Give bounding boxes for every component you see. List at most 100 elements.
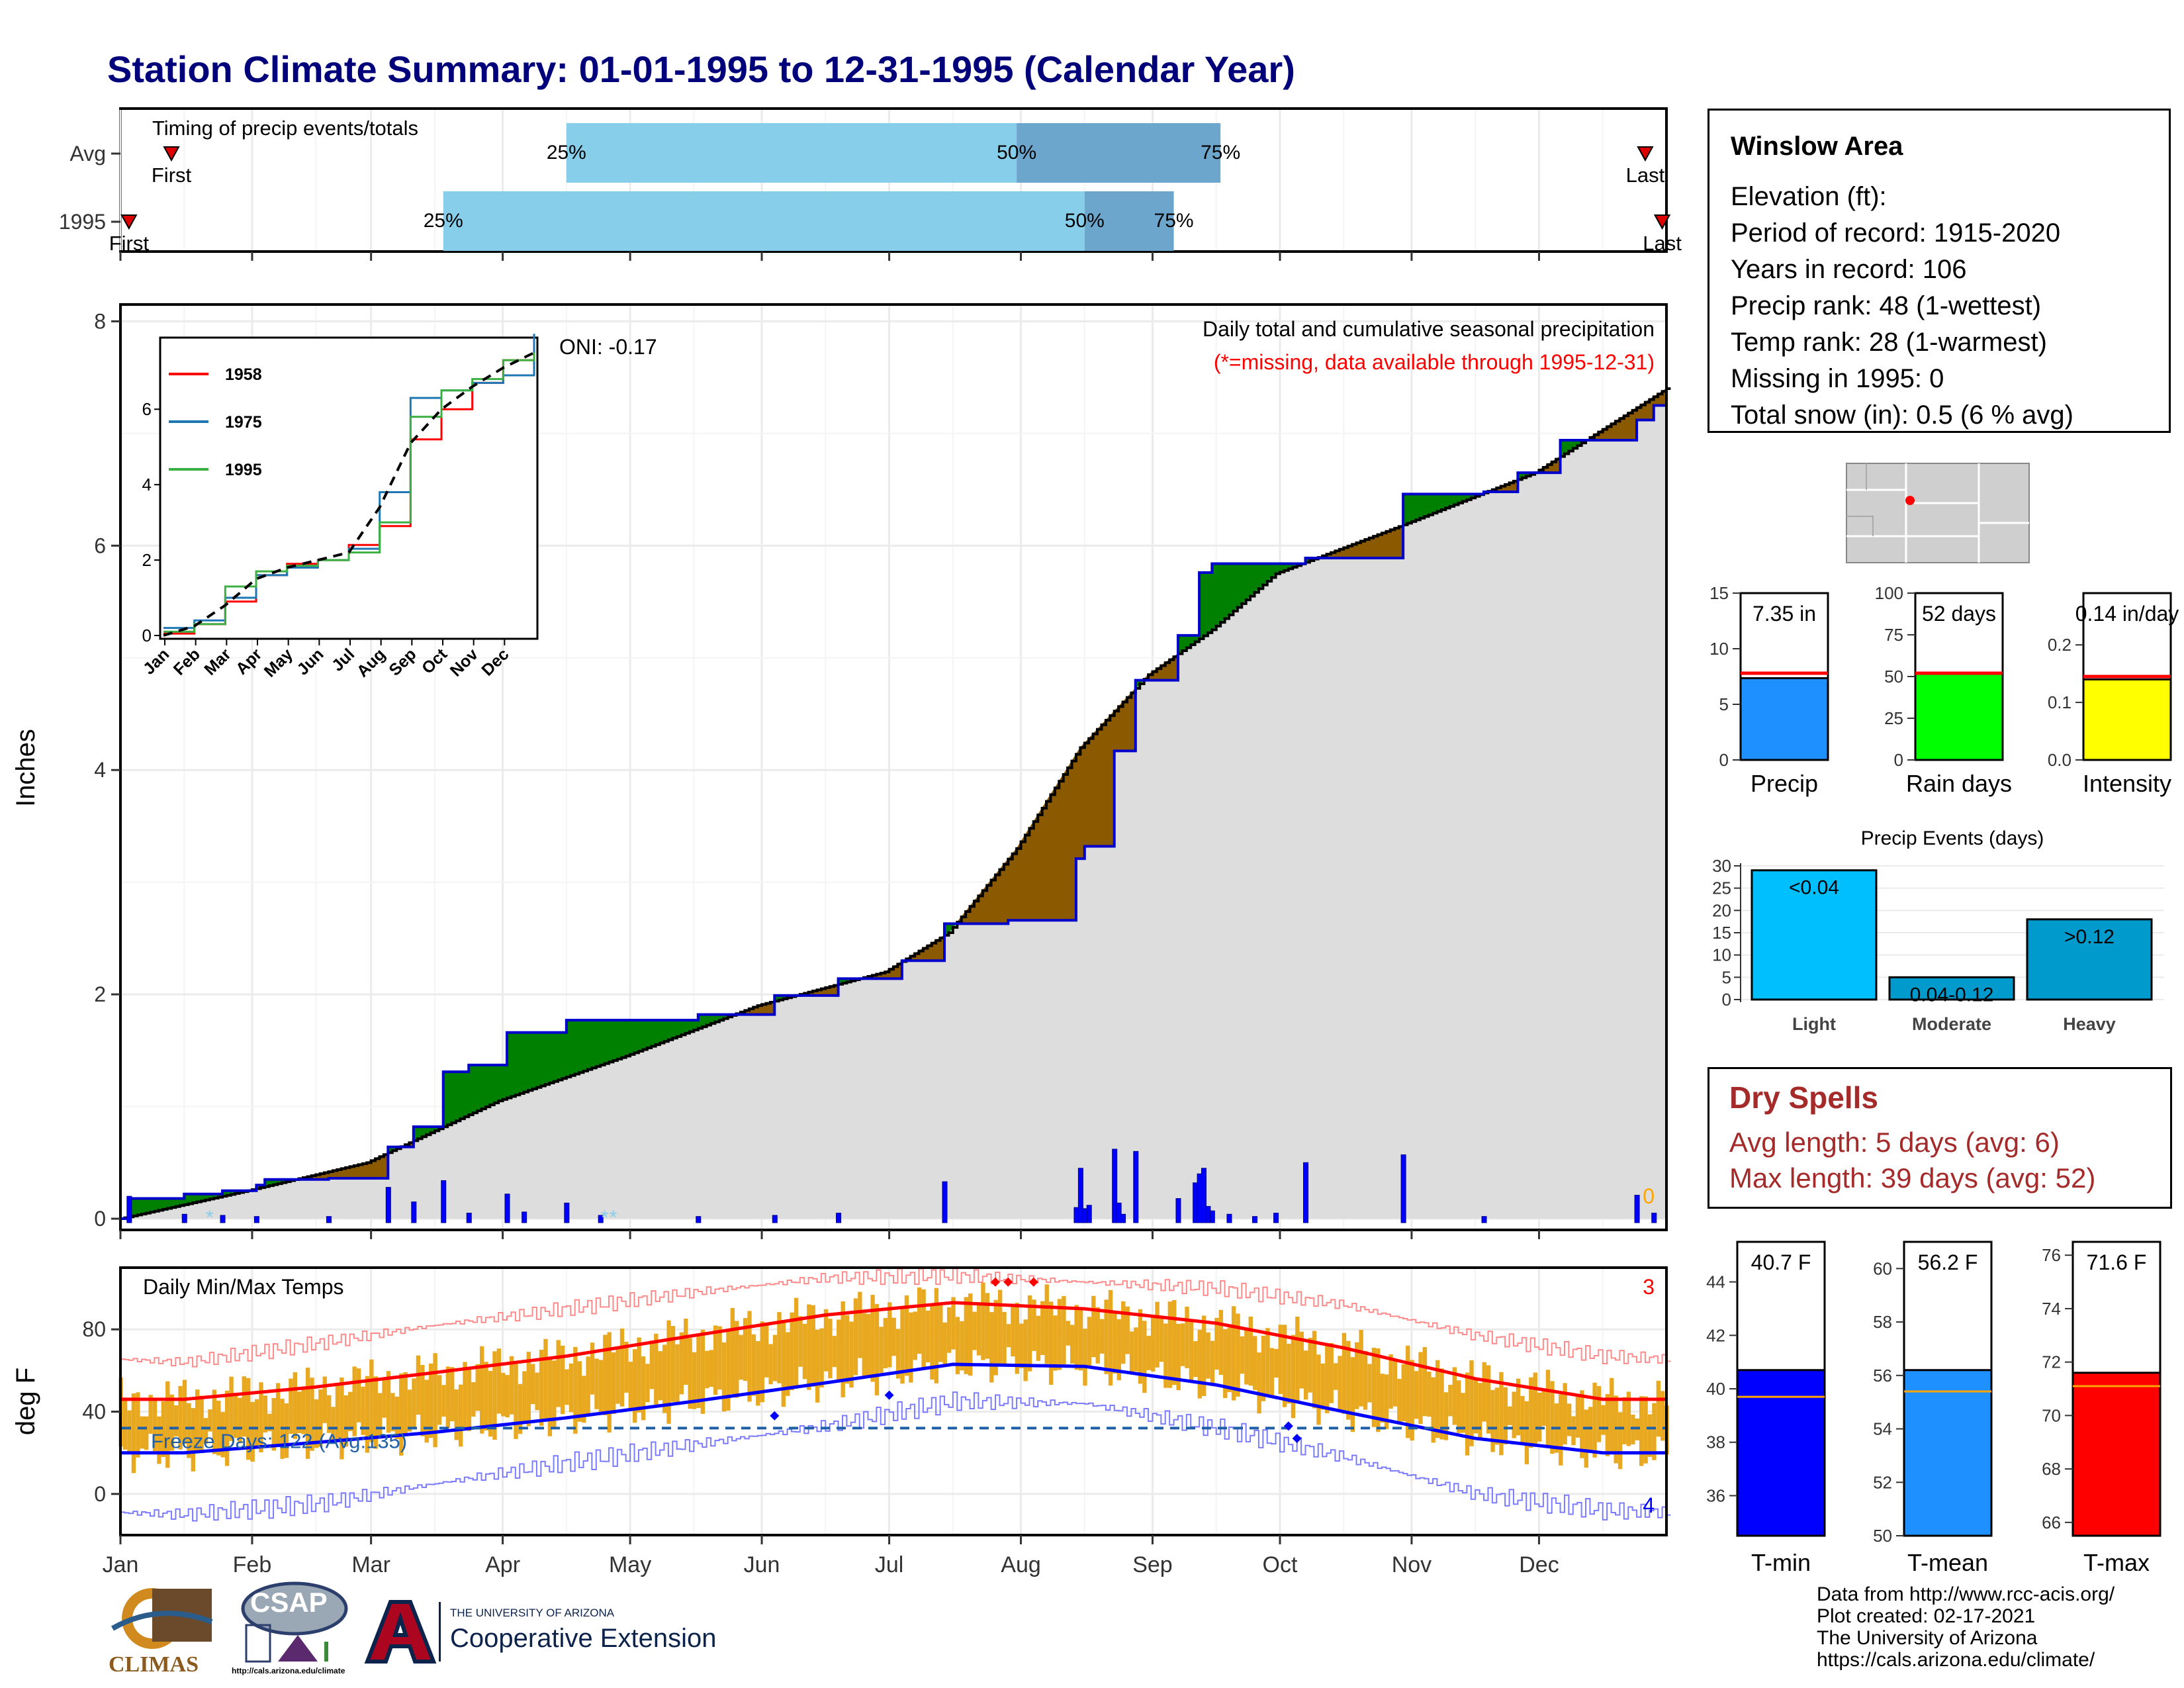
below-normal-area [1067, 759, 1073, 921]
daily-temp-bar [972, 1311, 977, 1350]
record-high-line [120, 1268, 1671, 1368]
daily-temp-bar [1320, 1363, 1326, 1410]
x-tick-label: Dec [1519, 1552, 1559, 1577]
above-normal-area [1207, 572, 1212, 633]
x-tick-label: Oct [1263, 1552, 1298, 1577]
daily-temp-bar [271, 1397, 276, 1451]
daily-temp-bar [1371, 1348, 1377, 1427]
daily-temp-bar [1639, 1396, 1644, 1466]
daily-temp-bar [254, 1399, 259, 1448]
footer-line: Data from http://www.rcc-acis.org/ [1817, 1583, 2115, 1605]
precip-panel: * * *Daily total and cumulative seasonal p… [11, 252, 1671, 1239]
timing-label-25: 25% [424, 210, 463, 232]
daily-temp-bar [1308, 1337, 1312, 1393]
daily-temp-bar [526, 1352, 531, 1427]
gauge-category-label: Precip [1751, 770, 1818, 797]
daily-temp-bar [1512, 1391, 1516, 1438]
daily-temp-bar [1533, 1372, 1537, 1446]
daily-precip-bar [1116, 1202, 1122, 1223]
daily-temp-bar [1074, 1305, 1079, 1370]
daily-precip-bar [1077, 1168, 1083, 1223]
daily-precip-bar [1086, 1205, 1092, 1223]
daily-temp-bar [560, 1345, 565, 1415]
daily-temp-bar [1516, 1378, 1521, 1436]
daily-temp-bar [1622, 1397, 1627, 1444]
daily-temp-bar [858, 1291, 862, 1358]
dry-spells-title: Dry Spells [1729, 1080, 1878, 1115]
gauge-bar [1739, 677, 1829, 761]
daily-temp-bar [1104, 1299, 1109, 1374]
daily-temp-bar [1499, 1372, 1504, 1456]
gauge-tick-label: 60 [1873, 1258, 1892, 1278]
inset-legend-label: 1958 [225, 365, 262, 384]
daily-temp-bar [582, 1376, 586, 1423]
below-normal-area [1028, 820, 1034, 921]
daily-temp-bar [1626, 1391, 1631, 1446]
gauge-bar [2082, 678, 2172, 761]
daily-temp-bar [259, 1382, 263, 1452]
daily-temp-bar [1541, 1389, 1546, 1426]
daily-temp-bar [904, 1295, 909, 1376]
daily-temp-bar [1329, 1342, 1334, 1403]
above-normal-area [629, 1019, 635, 1055]
events-title: Precip Events (days) [1861, 827, 2044, 849]
daily-temp-bar [594, 1358, 599, 1409]
daily-precip-bar [326, 1216, 332, 1223]
daily-temp-bar [169, 1394, 174, 1451]
below-normal-area [1050, 786, 1056, 921]
below-normal-area [1042, 800, 1047, 921]
daily-temp-bar [1078, 1309, 1083, 1371]
daily-temp-bar [577, 1361, 582, 1422]
record-low-marker [1292, 1433, 1302, 1443]
gauge-bar [1903, 1369, 1993, 1537]
daily-temp-bar [735, 1321, 739, 1398]
daily-temp-bar [1571, 1416, 1576, 1446]
daily-temp-bar [1545, 1370, 1551, 1447]
gauge-bar [1914, 672, 2004, 761]
daily-temp-bar [1070, 1325, 1075, 1364]
daily-temp-bar [505, 1375, 510, 1418]
daily-temp-bar [263, 1395, 268, 1432]
gauge-tick-label: 58 [1873, 1312, 1892, 1332]
daily-temp-bar [238, 1397, 242, 1444]
daily-temp-bar [1295, 1316, 1300, 1403]
dry-spells-box: Dry Spells Avg length: 5 days (avg: 6) M… [1707, 1067, 2172, 1209]
freeze-days-label: Freeze Days: 122 (Avg:135) [151, 1429, 407, 1452]
gauge-value-label: 56.2 F [1918, 1250, 1978, 1274]
daily-temp-bar [747, 1311, 752, 1402]
events-tick-label: 15 [1712, 923, 1731, 943]
y-tick-label: 4 [94, 758, 106, 782]
daily-temp-bar [590, 1342, 595, 1395]
above-normal-area [132, 1198, 138, 1217]
daily-temp-bar [386, 1371, 391, 1433]
daily-temp-bar [934, 1288, 939, 1383]
above-normal-area [570, 1019, 576, 1076]
daily-temp-bar [1223, 1329, 1228, 1399]
above-normal-area [527, 1032, 533, 1092]
daily-temp-bar [679, 1332, 684, 1395]
daily-temp-bar [1027, 1295, 1032, 1372]
precip-gauges: 0 5 10 15 7.35 in Precip 0 25 50 75 100 52 days Rain… [1709, 583, 2179, 797]
daily-temp-bar [220, 1412, 225, 1458]
daily-temp-bar [1584, 1409, 1588, 1468]
daily-temp-bar [603, 1335, 608, 1415]
daily-temp-bar [1469, 1360, 1474, 1446]
daily-temp-bar [1304, 1350, 1308, 1400]
daily-temp-bar [1588, 1407, 1593, 1453]
daily-temp-bar [721, 1342, 727, 1412]
above-normal-area [638, 1019, 643, 1052]
above-normal-area [1224, 563, 1230, 620]
daily-temp-bar [739, 1335, 743, 1380]
climas-logo: CLIMAS [106, 1582, 218, 1677]
daily-temp-bar [412, 1378, 416, 1429]
daily-temp-bar [917, 1287, 922, 1354]
below-normal-area [1058, 773, 1064, 921]
above-normal-area [617, 1019, 622, 1060]
above-normal-area [545, 1032, 550, 1085]
daily-temp-bar [1180, 1323, 1185, 1366]
daily-temp-bar [1015, 1302, 1020, 1374]
daily-temp-bar [1142, 1321, 1147, 1393]
daily-temp-bar [1044, 1284, 1049, 1364]
x-tick-label: Jan [103, 1552, 139, 1577]
snow-marker: * [601, 1207, 609, 1229]
